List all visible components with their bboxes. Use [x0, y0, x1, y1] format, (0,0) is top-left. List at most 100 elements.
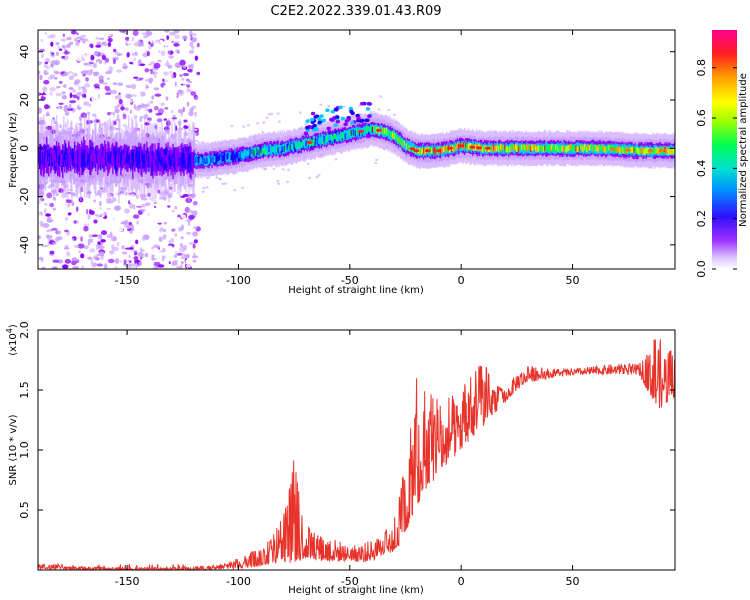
- spectrogram-band-cell: [176, 151, 178, 172]
- spectrogram-cell: [113, 236, 117, 242]
- spectrogram-cell: [114, 205, 121, 211]
- spectrogram-band-cell: [156, 156, 158, 169]
- spectrogram-band-cell: [148, 156, 150, 167]
- spectrogram-cell: [135, 263, 138, 266]
- spectrogram-band-cell: [319, 137, 321, 144]
- spectrogram-cell: [38, 61, 42, 66]
- spectrogram-cell: [69, 92, 73, 99]
- spectrogram-band-cell: [113, 154, 115, 165]
- spectrogram-cell: [49, 74, 55, 79]
- spectrogram-band-cell: [341, 132, 344, 138]
- spectrogram-cell: [277, 182, 280, 185]
- spectrogram-band-cell: [258, 149, 260, 156]
- spectrogram-band-cell: [122, 153, 124, 167]
- spectrogram-peak: [484, 146, 491, 150]
- spectrogram-band-cell: [39, 151, 41, 169]
- spectrogram-band-cell: [289, 144, 291, 151]
- spectrogram-cell: [87, 242, 91, 246]
- spectrogram-cell: [129, 193, 136, 199]
- spectrogram-band-cell: [440, 146, 443, 153]
- spectrogram-cell: [306, 162, 310, 165]
- spectrogram-band-cell: [495, 145, 497, 152]
- spectrogram-cell: [106, 70, 113, 73]
- spectrogram-band-cell: [158, 153, 160, 161]
- spectrogram-cell: [127, 40, 133, 47]
- spectrogram-cell: [94, 214, 99, 217]
- spectrogram-band-cell: [429, 146, 432, 153]
- spectrogram-cell: [97, 241, 101, 246]
- spectrogram-band-cell: [397, 137, 400, 144]
- spectrogram-band-cell: [102, 146, 104, 169]
- x-tick-label: 0: [458, 274, 465, 287]
- spectrogram-band-cell: [293, 143, 295, 149]
- spectrogram-cell: [137, 251, 144, 257]
- spectrogram-cell: [53, 45, 59, 51]
- spectrogram-cell: [176, 252, 183, 256]
- spectrogram-cell: [152, 266, 159, 269]
- spectrogram-band-cell: [603, 146, 605, 152]
- spectrogram-band-cell: [419, 149, 422, 155]
- spectrogram-cell: [64, 104, 69, 110]
- spectrogram-cell: [99, 37, 105, 40]
- spectrogram-cell: [127, 235, 132, 240]
- spectrogram-band-cell: [245, 150, 247, 156]
- spectrogram-cell: [186, 101, 190, 107]
- spectrogram-cell: [147, 262, 153, 268]
- spectrogram-band-cell: [617, 147, 619, 153]
- spectrogram-cell: [190, 91, 197, 96]
- spectrogram-band-cell: [562, 146, 564, 153]
- spectrogram-cell: [62, 33, 65, 38]
- spectrogram-band-cell: [161, 157, 163, 166]
- spectrogram-cell: [155, 232, 159, 237]
- spectrogram-cell: [146, 94, 150, 99]
- spectrogram-cell: [46, 236, 50, 239]
- spectrogram-cell: [39, 250, 46, 253]
- spectrogram-band-cell: [297, 142, 299, 149]
- spectrogram-band-cell: [539, 145, 541, 152]
- spectrogram-band-cell: [505, 146, 507, 152]
- spectrogram-cell: [60, 74, 66, 77]
- spectrogram-band-cell: [132, 154, 134, 163]
- spectrogram-cell: [156, 244, 160, 249]
- spectrogram-cell: [358, 104, 362, 107]
- spectrogram-band-cell: [243, 153, 245, 159]
- spectrogram-cell: [47, 226, 54, 230]
- spectrogram-cell: [138, 261, 143, 266]
- spectrogram-band-cell: [357, 129, 360, 136]
- spectrogram-band-cell: [591, 145, 593, 151]
- spectrogram-cell: [109, 114, 115, 118]
- spectrogram-band-cell: [355, 129, 358, 136]
- spectrogram-band-cell: [123, 155, 125, 166]
- snr-y-label: SNR (10 * v/v): [8, 414, 19, 485]
- spectrogram-cell: [128, 247, 134, 250]
- spectrogram-cell: [71, 201, 75, 206]
- spectrogram-cell: [349, 109, 354, 114]
- spectrogram-cell: [167, 64, 173, 69]
- spectrogram-cell: [158, 236, 163, 242]
- spectrogram-cell: [86, 70, 93, 76]
- spectrogram-band-cell: [519, 145, 521, 152]
- spectrogram-band-cell: [97, 153, 99, 161]
- spectrogram-cell: [166, 35, 170, 40]
- spectrogram-cell: [102, 82, 108, 85]
- spectrogram-band-cell: [402, 140, 405, 146]
- spectrogram-band-cell: [643, 148, 645, 155]
- spectrogram-cell: [184, 206, 190, 213]
- spectrogram-cell: [65, 199, 73, 204]
- spectrogram-band-cell: [217, 155, 219, 162]
- spectrogram-cell: [265, 116, 269, 119]
- spectrogram-cell: [70, 213, 77, 219]
- spectrogram-cell: [150, 229, 153, 233]
- spectrogram-band-cell: [312, 140, 314, 146]
- spectrogram-cell: [193, 72, 197, 78]
- spectrogram-band-cell: [129, 155, 131, 163]
- spectrogram-cell: [144, 252, 149, 258]
- spectrogram-cell: [52, 259, 59, 263]
- spectrogram-band-cell: [517, 144, 519, 151]
- spectrogram-band-cell: [466, 144, 468, 150]
- spectrogram-band-cell: [104, 148, 106, 163]
- spectrogram-cell: [141, 203, 146, 208]
- spectrogram-cell: [187, 221, 191, 226]
- colorbar-tick-label: 0.4: [695, 160, 708, 178]
